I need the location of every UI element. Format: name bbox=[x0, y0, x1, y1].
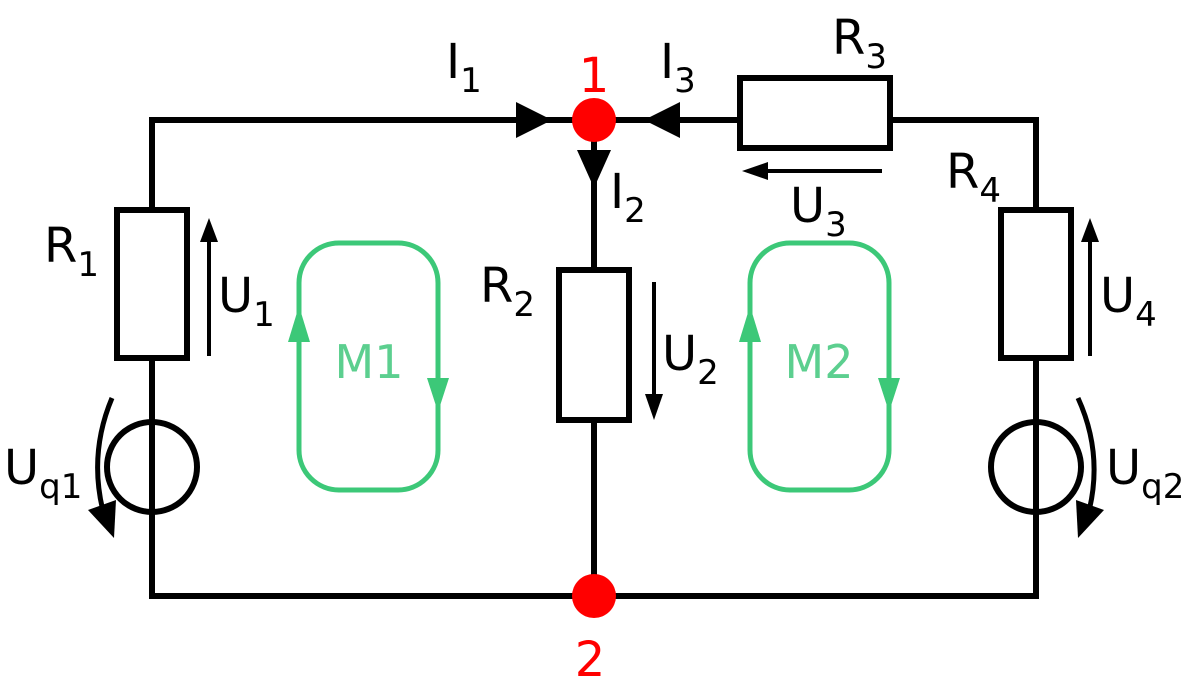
label-u3: U3 bbox=[790, 178, 847, 245]
source-arrow-q2-head bbox=[1076, 500, 1104, 538]
voltage-source-q2 bbox=[988, 419, 1084, 515]
resistor-r1 bbox=[114, 207, 190, 361]
source-arrows bbox=[95, 396, 1097, 516]
wire-right-bottom bbox=[594, 512, 1039, 599]
source-arrow-q1 bbox=[95, 397, 115, 516]
source-arrow-q2 bbox=[1075, 396, 1097, 516]
voltage-source-q1 bbox=[104, 419, 200, 515]
source-arrow-q1-head bbox=[88, 500, 116, 538]
mesh-m2-down-arrow bbox=[878, 378, 900, 412]
voltage-arrow-u1-head bbox=[200, 218, 218, 242]
current-arrow-i1 bbox=[516, 102, 552, 138]
mesh-loop-m1 bbox=[296, 240, 441, 493]
label-r4: R4 bbox=[946, 144, 1001, 211]
label-uq2: Uq2 bbox=[1106, 440, 1184, 507]
resistor-r3 bbox=[737, 75, 893, 151]
node-1 bbox=[572, 98, 616, 142]
label-r3: R3 bbox=[832, 10, 887, 77]
label-r2: R2 bbox=[480, 258, 535, 325]
mesh-arrowheads bbox=[288, 306, 900, 412]
label-u1: U1 bbox=[218, 268, 275, 335]
node-1-label: 1 bbox=[579, 48, 610, 104]
wire-right-top-right bbox=[890, 117, 1039, 210]
label-r1: R1 bbox=[44, 218, 99, 285]
mesh-m1-up-arrow bbox=[288, 306, 310, 342]
resistor-r2 bbox=[556, 267, 632, 423]
mesh-loop-m2 bbox=[747, 240, 892, 493]
label-i3: I3 bbox=[660, 34, 696, 101]
wire-left-bottom bbox=[149, 512, 594, 599]
mesh-m2-up-arrow bbox=[739, 306, 761, 342]
label-uq1: Uq1 bbox=[4, 440, 82, 507]
node-2-label: 2 bbox=[575, 632, 606, 688]
label-u2: U2 bbox=[662, 326, 719, 393]
wire-left-top bbox=[149, 117, 594, 210]
voltage-arrow-u3-head bbox=[742, 162, 768, 180]
label-i1: I1 bbox=[446, 34, 482, 101]
mesh-loops bbox=[296, 240, 892, 493]
label-u4: U4 bbox=[1100, 268, 1157, 335]
mesh-m1-down-arrow bbox=[427, 378, 449, 412]
mesh-m2-label: M2 bbox=[785, 335, 854, 389]
resistor-r4 bbox=[998, 207, 1074, 361]
voltage-arrow-u4-head bbox=[1081, 218, 1099, 242]
voltage-arrow-u2-head bbox=[645, 394, 663, 420]
mesh-m1-label: M1 bbox=[335, 335, 404, 389]
voltage-arrows bbox=[200, 162, 1099, 420]
current-arrow-i2 bbox=[577, 150, 611, 188]
current-arrow-i3 bbox=[644, 102, 680, 138]
node-2 bbox=[572, 574, 616, 618]
label-i2: I2 bbox=[610, 164, 646, 231]
